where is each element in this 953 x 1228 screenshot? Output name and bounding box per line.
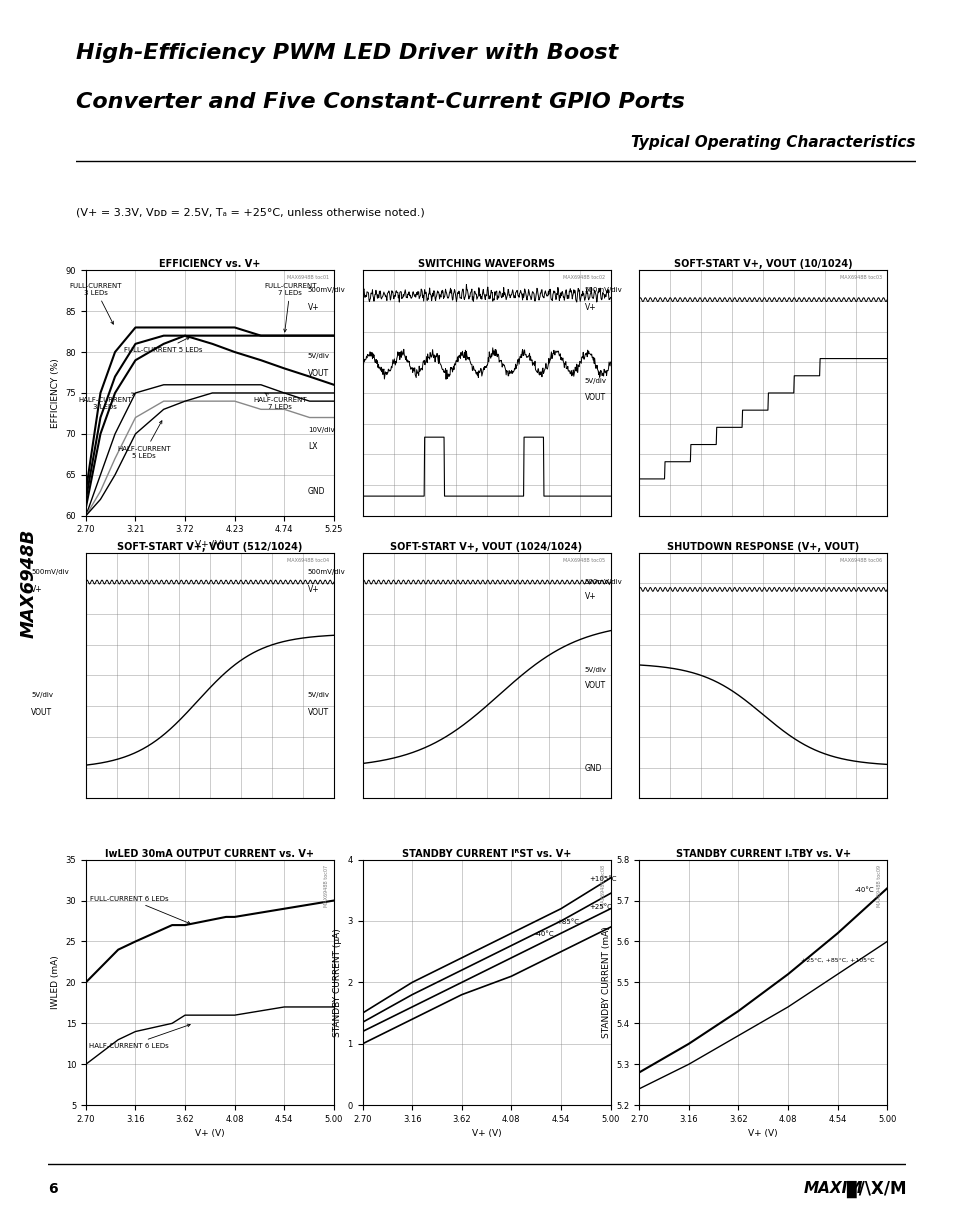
Text: V+: V+ xyxy=(584,592,596,602)
Text: 500mV/div: 500mV/div xyxy=(584,287,621,292)
Text: V+: V+ xyxy=(31,585,43,594)
Title: STANDBY CURRENT IₛTBY vs. V+: STANDBY CURRENT IₛTBY vs. V+ xyxy=(675,849,850,858)
Text: -40°C: -40°C xyxy=(535,931,554,937)
Text: 500mV/div: 500mV/div xyxy=(308,287,345,292)
Title: IᴡLED 30mA OUTPUT CURRENT vs. V+: IᴡLED 30mA OUTPUT CURRENT vs. V+ xyxy=(105,849,314,858)
Text: VOUT: VOUT xyxy=(584,393,605,403)
Text: HALF-CURRENT 6 LEDs: HALF-CURRENT 6 LEDs xyxy=(89,1024,190,1049)
Text: MAX6948B toc06: MAX6948B toc06 xyxy=(840,558,882,562)
Text: 10V/div: 10V/div xyxy=(308,427,335,432)
Text: V+: V+ xyxy=(308,585,319,594)
Text: MAX6948B toc05: MAX6948B toc05 xyxy=(563,558,605,562)
X-axis label: V+ (V): V+ (V) xyxy=(194,1130,225,1138)
Text: +25°C, +85°C, +105°C: +25°C, +85°C, +105°C xyxy=(801,958,874,963)
X-axis label: V+ (V): V+ (V) xyxy=(471,1130,501,1138)
Text: V+: V+ xyxy=(308,302,319,312)
Text: 5V/div: 5V/div xyxy=(584,668,606,673)
Y-axis label: IWLED (mA): IWLED (mA) xyxy=(51,955,60,1009)
Text: MAX6948B toc04: MAX6948B toc04 xyxy=(287,558,329,562)
Text: 500mV/div: 500mV/div xyxy=(308,570,345,575)
Text: +25°C: +25°C xyxy=(588,904,611,910)
X-axis label: V+ (V): V+ (V) xyxy=(747,1130,778,1138)
Text: VOUT: VOUT xyxy=(31,707,52,717)
X-axis label: V+ (V): V+ (V) xyxy=(194,540,225,549)
Text: ▊/\X/M: ▊/\X/M xyxy=(845,1180,905,1197)
Text: GND: GND xyxy=(308,486,325,496)
Text: High-Efficiency PWM LED Driver with Boost: High-Efficiency PWM LED Driver with Boos… xyxy=(76,43,618,63)
Title: SOFT-START V+, VOUT (10/1024): SOFT-START V+, VOUT (10/1024) xyxy=(673,259,852,269)
Text: 5V/div: 5V/div xyxy=(584,378,606,383)
Text: 500mV/div: 500mV/div xyxy=(584,580,621,585)
Text: +105°C: +105°C xyxy=(588,876,616,882)
Text: 5V/div: 5V/div xyxy=(308,693,330,698)
Text: MAX6948B toc03: MAX6948B toc03 xyxy=(840,275,882,280)
Text: MAX6948B toc09: MAX6948B toc09 xyxy=(877,865,882,906)
Text: FULL-CURRENT
3 LEDs: FULL-CURRENT 3 LEDs xyxy=(70,282,122,324)
Text: VOUT: VOUT xyxy=(308,707,329,717)
Text: FULL-CURRENT
7 LEDs: FULL-CURRENT 7 LEDs xyxy=(264,282,316,332)
Text: MAXIM: MAXIM xyxy=(803,1181,862,1196)
Text: LX: LX xyxy=(308,442,317,452)
Title: STANDBY CURRENT IᴿST vs. V+: STANDBY CURRENT IᴿST vs. V+ xyxy=(401,849,571,858)
Text: 5V/div: 5V/div xyxy=(31,693,53,698)
Text: MAX6948B toc08: MAX6948B toc08 xyxy=(600,865,605,906)
Text: V+: V+ xyxy=(584,302,596,312)
Title: EFFICIENCY vs. V+: EFFICIENCY vs. V+ xyxy=(159,259,260,269)
Text: 5V/div: 5V/div xyxy=(308,354,330,359)
Text: HALF-CURRENT
7 LEDs: HALF-CURRENT 7 LEDs xyxy=(253,393,307,410)
Text: MAX6948B toc07: MAX6948B toc07 xyxy=(324,865,329,906)
Text: MAX6948B: MAX6948B xyxy=(20,528,37,639)
Title: SWITCHING WAVEFORMS: SWITCHING WAVEFORMS xyxy=(417,259,555,269)
Title: SOFT-START V+, VOUT (512/1024): SOFT-START V+, VOUT (512/1024) xyxy=(117,542,302,551)
Text: 500mV/div: 500mV/div xyxy=(31,570,69,575)
Text: VOUT: VOUT xyxy=(308,368,329,378)
Text: HALF-CURRENT
3 LEDs: HALF-CURRENT 3 LEDs xyxy=(78,393,134,410)
Y-axis label: STANDBY CURRENT (mA): STANDBY CURRENT (mA) xyxy=(601,926,610,1039)
Text: +85°C: +85°C xyxy=(556,919,579,925)
Text: MAX6948B toc02: MAX6948B toc02 xyxy=(563,275,605,280)
Text: GND: GND xyxy=(584,764,601,774)
Text: 6: 6 xyxy=(48,1181,57,1196)
Y-axis label: STANDBY CURRENT (μA): STANDBY CURRENT (μA) xyxy=(333,928,341,1036)
Text: HALF-CURRENT
5 LEDs: HALF-CURRENT 5 LEDs xyxy=(117,421,171,459)
Y-axis label: EFFICIENCY (%): EFFICIENCY (%) xyxy=(51,359,60,427)
Text: (V+ = 3.3V, Vᴅᴅ = 2.5V, Tₐ = +25°C, unless otherwise noted.): (V+ = 3.3V, Vᴅᴅ = 2.5V, Tₐ = +25°C, unle… xyxy=(76,208,425,217)
Text: FULL-CURRENT 5 LEDs: FULL-CURRENT 5 LEDs xyxy=(124,338,203,352)
Text: Converter and Five Constant-Current GPIO Ports: Converter and Five Constant-Current GPIO… xyxy=(76,92,684,112)
Text: FULL-CURRENT 6 LEDs: FULL-CURRENT 6 LEDs xyxy=(90,895,190,923)
Title: SOFT-START V+, VOUT (1024/1024): SOFT-START V+, VOUT (1024/1024) xyxy=(390,542,582,551)
Title: SHUTDOWN RESPONSE (V+, VOUT): SHUTDOWN RESPONSE (V+, VOUT) xyxy=(666,542,859,551)
Text: VOUT: VOUT xyxy=(584,680,605,690)
Text: MAX6948B toc01: MAX6948B toc01 xyxy=(287,275,329,280)
Text: -40°C: -40°C xyxy=(854,888,874,893)
Text: Typical Operating Characteristics: Typical Operating Characteristics xyxy=(631,135,915,150)
